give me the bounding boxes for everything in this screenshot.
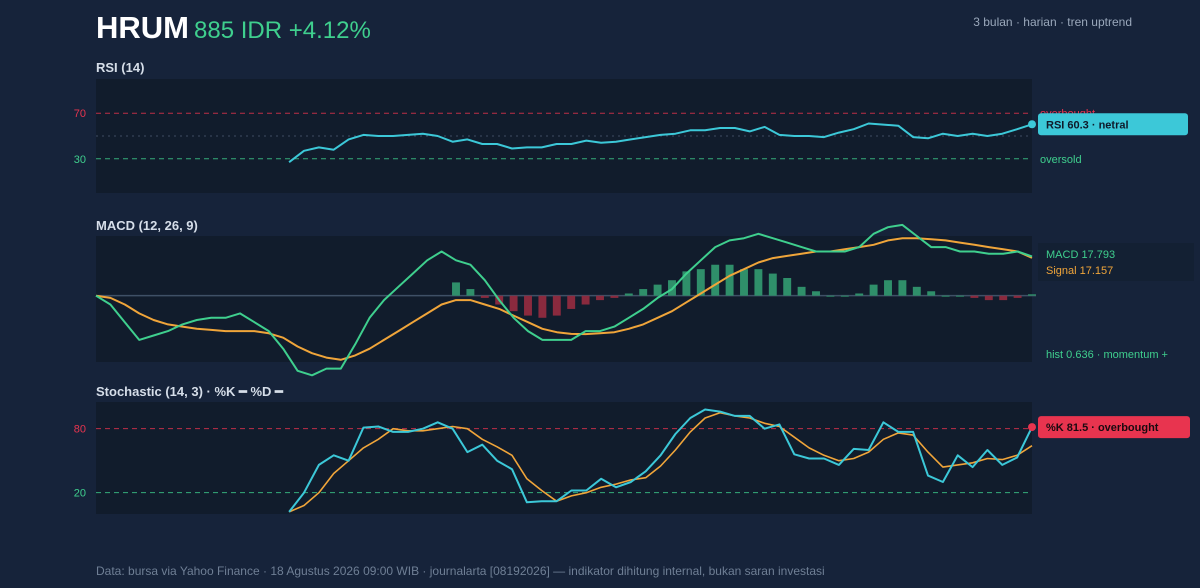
stoch-tick-80: 80	[74, 424, 86, 436]
price-change: 885 IDR +4.12%	[194, 17, 371, 44]
macd-hist-bar	[725, 264, 734, 296]
macd-hist-bar	[912, 286, 921, 296]
macd-hist-bar	[999, 295, 1008, 301]
macd-signal-line	[95, 237, 1033, 361]
rsi-last-point	[1028, 120, 1036, 129]
macd-hist-bar	[927, 291, 936, 296]
macd-hist-bar	[869, 284, 878, 296]
rsi-ref-label-30: oversold	[1040, 154, 1082, 166]
macd-panel	[96, 236, 1032, 362]
macd-hist-bar	[538, 295, 547, 318]
stoch-last-point	[1028, 423, 1036, 432]
macd-hist-bar	[552, 295, 561, 316]
stoch-tick-20: 20	[74, 488, 86, 500]
macd-hist-bar	[840, 295, 849, 297]
footer-source: Data: bursa via Yahoo Finance · 18 Agust…	[96, 564, 825, 578]
macd-hist-bar	[1013, 295, 1022, 298]
macd-hist-bar	[956, 295, 964, 297]
macd-hist-bar	[812, 291, 820, 296]
chart-meta: 3 bulan · harian · tren uptrend	[973, 15, 1132, 29]
macd-line	[95, 223, 1033, 377]
macd-legend-macd: MACD 17.793	[1046, 249, 1115, 261]
macd-hist-bar	[941, 295, 950, 297]
macd-hist-bar	[452, 282, 460, 296]
macd-hist-bar	[754, 269, 763, 296]
macd-hist-bar	[797, 286, 806, 296]
macd-hist-bar	[984, 295, 993, 301]
macd-hist-bar	[970, 295, 979, 298]
macd-hist-bar	[610, 295, 619, 298]
stoch-callout-box	[1038, 416, 1190, 439]
macd-hist-bar	[768, 273, 777, 296]
macd-hist-bar	[581, 295, 590, 305]
macd-hist-bar	[624, 293, 633, 296]
macd-title: MACD (12, 26, 9)	[96, 218, 198, 233]
stoch-panel	[96, 402, 1032, 514]
rsi-tick-30: 30	[74, 154, 86, 166]
ticker-symbol: HRUM	[96, 10, 189, 45]
stoch-k-line	[288, 408, 1033, 513]
stochastic-title: Stochastic (14, 3) · %K ━ %D ━	[96, 384, 283, 399]
rsi-tick-70: 70	[74, 108, 86, 120]
macd-hist-bar	[855, 293, 864, 296]
macd-hist-bar	[696, 269, 705, 296]
macd-hist-bar	[567, 295, 576, 309]
macd-hist-bar	[783, 278, 792, 296]
rsi-callout-box	[1038, 113, 1188, 136]
macd-hist-bar	[653, 284, 662, 296]
macd-hist-bar	[682, 271, 691, 296]
macd-hist-bar	[480, 295, 489, 298]
macd-hist-bar	[596, 295, 604, 301]
macd-hist-bar	[898, 280, 907, 296]
rsi-callout-label: RSI 60.3 · netral	[1046, 119, 1129, 131]
macd-legend-box	[1038, 243, 1194, 281]
macd-hist-bar	[639, 289, 648, 296]
macd-legend-signal: Signal 17.157	[1046, 265, 1113, 277]
macd-hist-bar	[740, 269, 748, 296]
macd-hist-bar	[1028, 294, 1036, 296]
macd-hist-bar	[466, 289, 475, 296]
macd-hist-label: hist 0.636 · momentum +	[1046, 349, 1168, 361]
macd-hist-bar	[509, 295, 518, 312]
rsi-line	[288, 122, 1033, 163]
macd-hist-bar	[826, 295, 835, 297]
macd-hist-bar	[524, 295, 532, 316]
stoch-callout-label: %K 81.5 · overbought	[1046, 422, 1159, 434]
macd-hist-bar	[711, 264, 720, 296]
macd-hist-bar	[884, 280, 892, 296]
rsi-title: RSI (14)	[96, 60, 145, 75]
